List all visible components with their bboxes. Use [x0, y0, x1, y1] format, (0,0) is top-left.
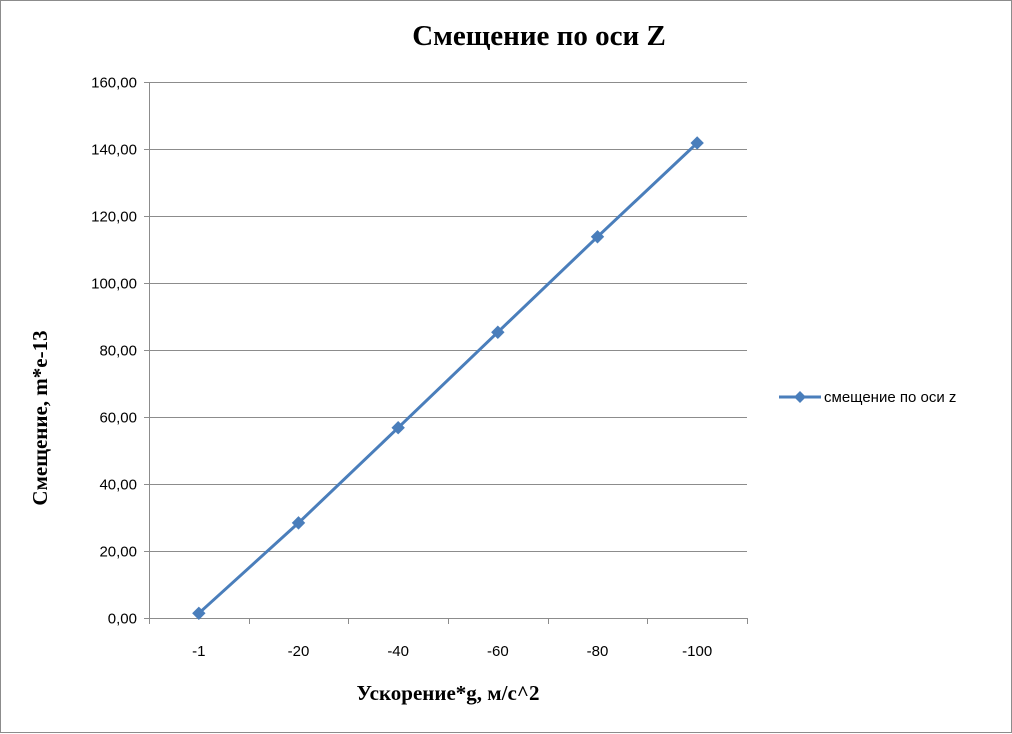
- x-tick-labels: -1 -20 -40 -60 -80 -100: [192, 643, 712, 660]
- data-point-marker: [291, 516, 306, 530]
- y-tick-label: 40,00: [99, 477, 137, 494]
- y-tick-label: 120,00: [91, 209, 137, 226]
- grid-lines: [149, 82, 747, 552]
- data-point-marker: [391, 421, 405, 435]
- data-point-marker: [491, 325, 505, 339]
- y-tick-label: 100,00: [91, 276, 137, 293]
- chart-title: Смещение по оси Z: [412, 20, 666, 52]
- x-tick-label: -1: [192, 643, 205, 660]
- legend-marker-diamond-icon: [794, 391, 806, 403]
- y-tick-label: 0,00: [108, 611, 137, 628]
- x-tick-label: -100: [682, 643, 712, 660]
- series-layer: [192, 136, 704, 621]
- data-point-marker: [690, 136, 704, 150]
- y-axis-title: Смещение, m*e-13: [28, 330, 52, 505]
- series-line: [197, 141, 699, 615]
- data-point-marker: [192, 606, 206, 621]
- axes: [144, 82, 748, 624]
- y-tick-label: 80,00: [99, 343, 137, 360]
- legend-series-label: смещение по оси z: [824, 389, 956, 406]
- x-tick-label: -20: [288, 643, 310, 660]
- x-tick-label: -80: [587, 643, 609, 660]
- y-tick-labels: 0,00 20,00 40,00 60,00 80,00 100,00 120,00 140,…: [91, 75, 137, 628]
- x-axis-title: Ускорение*g, м/с^2: [357, 681, 540, 705]
- y-tick-label: 160,00: [91, 75, 137, 92]
- y-tick-label: 140,00: [91, 142, 137, 159]
- y-tick-label: 60,00: [99, 410, 137, 427]
- x-tick-label: -40: [387, 643, 409, 660]
- y-tick-label: 20,00: [99, 544, 137, 561]
- legend: смещение по оси z: [779, 389, 956, 406]
- x-tick-label: -60: [487, 643, 509, 660]
- data-point-marker: [590, 230, 605, 244]
